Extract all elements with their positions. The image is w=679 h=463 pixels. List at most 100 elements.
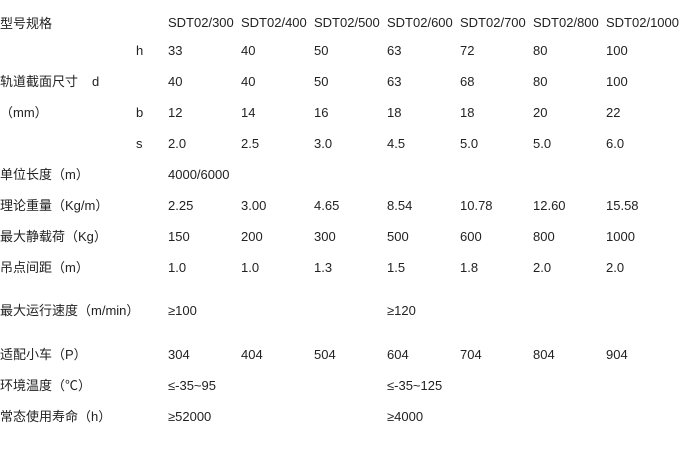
cell-0-3: 63 <box>387 42 402 58</box>
table-row: 适配小车（P） 304 404 504 604 704 804 904 <box>0 339 679 370</box>
cell-0-4: 72 <box>460 42 475 58</box>
row-label-1: 轨道截面尺寸 <box>0 73 79 89</box>
cell-6-1: 200 <box>241 228 263 244</box>
model-header-6: SDT02/1000 <box>606 15 679 30</box>
cell-6-3: 500 <box>387 228 409 244</box>
cell-2-1: 14 <box>241 104 256 120</box>
cell-9-4: 704 <box>460 346 482 362</box>
row-label-0 <box>0 35 92 66</box>
cell-7-3: 1.5 <box>387 259 406 275</box>
table-header-row: 型号规格 SDT02/300 SDT02/400 SDT02/500 SDT02… <box>0 0 679 35</box>
model-header-3: SDT02/600 <box>387 15 453 30</box>
cell-2-5: 20 <box>533 104 548 120</box>
table-row: （mm） b 12 14 16 18 18 20 22 <box>0 97 679 128</box>
cell-9-0: 304 <box>168 346 190 362</box>
cell-1-6: 100 <box>606 73 628 89</box>
row-sublabel-1: d <box>92 73 100 89</box>
model-header-2: SDT02/500 <box>314 15 380 30</box>
cell-11-3: ≥4000 <box>387 408 424 424</box>
cell-6-2: 300 <box>314 228 336 244</box>
cell-7-2: 1.3 <box>314 259 333 275</box>
cell-1-1: 40 <box>241 73 256 89</box>
table-row: 单位长度（m） 4000/6000 <box>0 159 679 190</box>
model-header-4: SDT02/700 <box>460 15 526 30</box>
model-header-5: SDT02/800 <box>533 15 599 30</box>
cell-3-0: 2.0 <box>168 135 187 151</box>
specification-table: 型号规格 SDT02/300 SDT02/400 SDT02/500 SDT02… <box>0 0 679 432</box>
table-row: 最大静载荷（Kg） 150 200 300 500 600 800 1000 <box>0 221 679 252</box>
cell-9-5: 804 <box>533 346 555 362</box>
row-sublabel-0: h <box>136 42 144 58</box>
cell-10-0: ≤-35~95 <box>168 377 216 393</box>
model-header-1: SDT02/400 <box>241 15 307 30</box>
cell-8-0: ≥100 <box>168 303 197 319</box>
table-row: 常态使用寿命（h） ≥52000 ≥4000 <box>0 401 679 432</box>
cell-2-4: 18 <box>460 104 475 120</box>
row-label-2: （mm） <box>0 104 48 120</box>
cell-7-6: 2.0 <box>606 259 625 275</box>
cell-3-6: 6.0 <box>606 135 625 151</box>
cell-5-2: 4.65 <box>314 197 340 213</box>
cell-6-0: 150 <box>168 228 190 244</box>
row-label-6: 最大静载荷（Kg） <box>0 228 107 244</box>
cell-1-4: 68 <box>460 73 475 89</box>
cell-0-6: 100 <box>606 42 628 58</box>
cell-5-5: 12.60 <box>533 197 566 213</box>
table-row: s 2.0 2.5 3.0 4.5 5.0 5.0 6.0 <box>0 128 679 159</box>
cell-6-6: 1000 <box>606 228 635 244</box>
cell-5-1: 3.00 <box>241 197 267 213</box>
cell-1-3: 63 <box>387 73 402 89</box>
cell-6-4: 600 <box>460 228 482 244</box>
cell-1-5: 80 <box>533 73 548 89</box>
cell-0-0: 33 <box>168 42 183 58</box>
row-label-4: 单位长度（m） <box>0 166 89 182</box>
cell-2-3: 18 <box>387 104 402 120</box>
cell-9-1: 404 <box>241 346 263 362</box>
cell-3-4: 5.0 <box>460 135 479 151</box>
cell-5-6: 15.58 <box>606 197 639 213</box>
row-sublabel-3: s <box>136 135 143 151</box>
header-label-sub <box>92 0 168 35</box>
model-header-0: SDT02/300 <box>168 15 234 30</box>
cell-1-2: 50 <box>314 73 329 89</box>
cell-5-4: 10.78 <box>460 197 493 213</box>
table-row: h 33 40 50 63 72 80 100 <box>0 35 679 66</box>
cell-7-4: 1.8 <box>460 259 479 275</box>
cell-8-3: ≥120 <box>387 303 416 319</box>
table-row: 最大运行速度（m/min） ≥100 ≥120 <box>0 283 679 339</box>
cell-9-3: 604 <box>387 346 409 362</box>
cell-3-2: 3.0 <box>314 135 333 151</box>
table-row: 吊点间距（m） 1.0 1.0 1.3 1.5 1.8 2.0 2.0 <box>0 252 679 283</box>
cell-0-5: 80 <box>533 42 548 58</box>
row-label-3 <box>0 128 92 159</box>
row-label-11: 常态使用寿命（h） <box>0 408 112 424</box>
cell-5-3: 8.54 <box>387 197 413 213</box>
cell-2-6: 22 <box>606 104 621 120</box>
header-label: 型号规格 <box>0 15 53 31</box>
cell-7-0: 1.0 <box>168 259 187 275</box>
cell-0-2: 50 <box>314 42 329 58</box>
cell-11-0: ≥52000 <box>168 408 212 424</box>
cell-10-3: ≤-35~125 <box>387 377 443 393</box>
row-label-10: 环境温度（℃） <box>0 377 92 393</box>
row-label-7: 吊点间距（m） <box>0 259 89 275</box>
cell-2-2: 16 <box>314 104 329 120</box>
cell-7-1: 1.0 <box>241 259 260 275</box>
cell-2-0: 12 <box>168 104 183 120</box>
row-label-9: 适配小车（P） <box>0 346 87 362</box>
table-row: 环境温度（℃） ≤-35~95 ≤-35~125 <box>0 370 679 401</box>
cell-9-6: 904 <box>606 346 628 362</box>
cell-5-0: 2.25 <box>168 197 194 213</box>
cell-7-5: 2.0 <box>533 259 552 275</box>
cell-3-5: 5.0 <box>533 135 552 151</box>
row-label-8: 最大运行速度（m/min） <box>0 303 140 319</box>
cell-0-1: 40 <box>241 42 256 58</box>
cell-3-3: 4.5 <box>387 135 406 151</box>
cell-9-2: 504 <box>314 346 336 362</box>
cell-6-5: 800 <box>533 228 555 244</box>
row-label-5: 理论重量（Kg/m） <box>0 197 109 213</box>
cell-1-0: 40 <box>168 73 183 89</box>
row-sublabel-2: b <box>136 104 144 120</box>
table-row: 轨道截面尺寸 d 40 40 50 63 68 80 100 <box>0 66 679 97</box>
cell-4-0: 4000/6000 <box>168 166 230 182</box>
